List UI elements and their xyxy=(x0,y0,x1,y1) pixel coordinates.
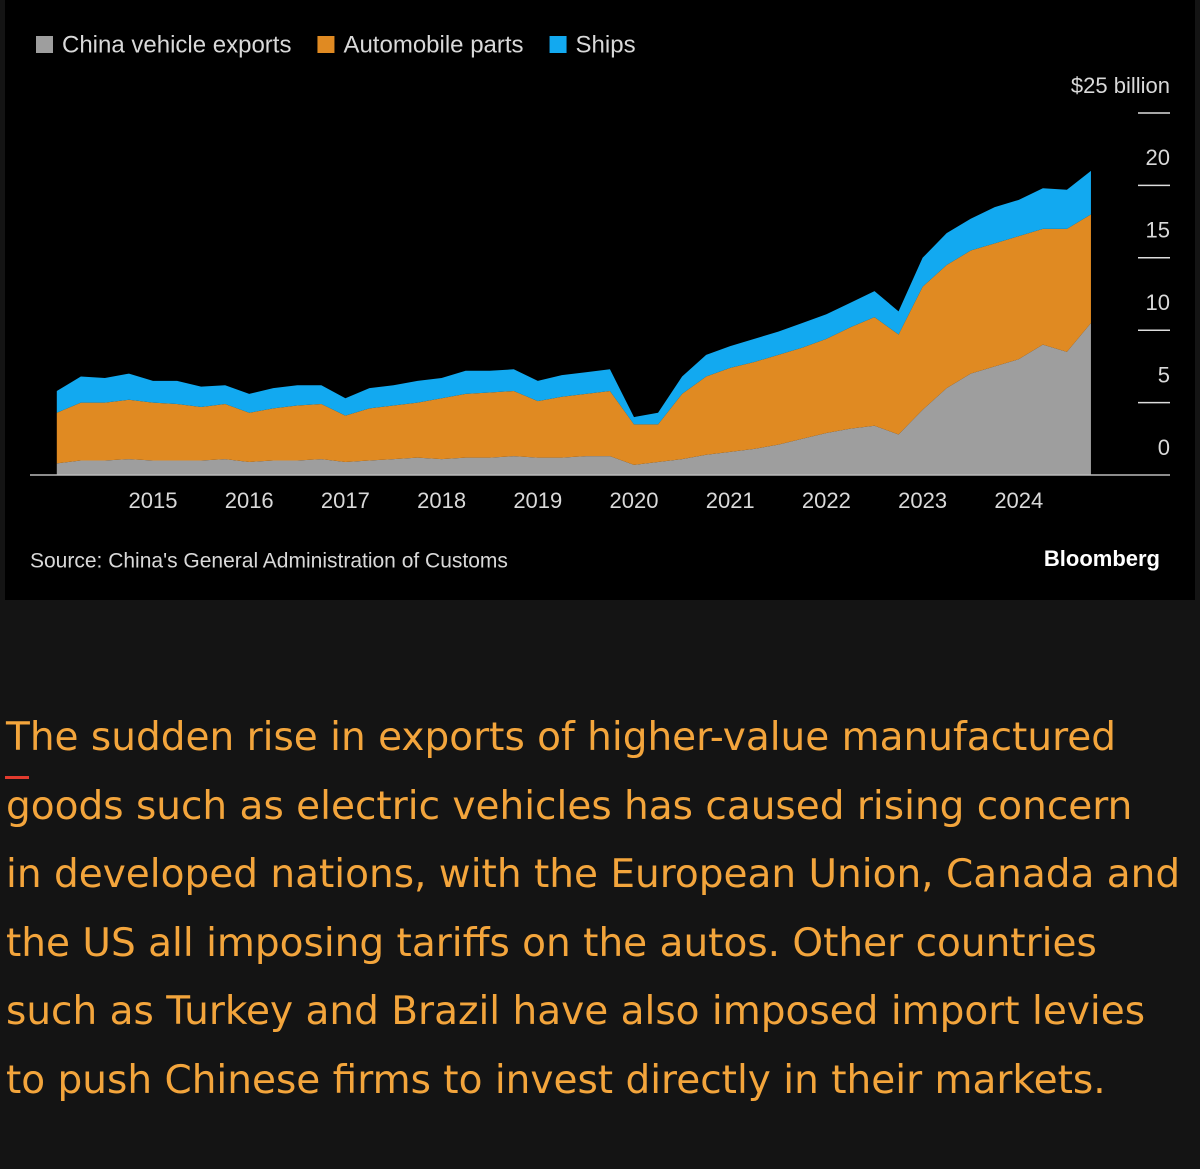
x-tick-label: 2024 xyxy=(994,488,1043,513)
area xyxy=(56,170,1091,425)
x-tick-label: 2019 xyxy=(513,488,562,513)
legend-label: Automobile parts xyxy=(343,31,523,58)
x-tick-label: 2015 xyxy=(129,488,178,513)
paragraph-line: to push Chinese firms to invest directly… xyxy=(6,1057,1106,1103)
paragraph-line: in developed nations, with the European … xyxy=(6,852,1181,897)
y-tick-label: 15 xyxy=(1146,218,1170,243)
area xyxy=(56,214,1091,465)
area xyxy=(56,322,1091,475)
y-tick-label: 5 xyxy=(1158,362,1170,387)
legend-label: Ships xyxy=(576,31,636,58)
paragraph-line: goods such as electric vehicles has caus… xyxy=(6,783,1133,829)
source: Source: China's General Administration o… xyxy=(30,550,508,573)
legend-swatch xyxy=(317,36,335,53)
x-tick-label: 2017 xyxy=(321,488,370,513)
x-tick-label: 2016 xyxy=(225,488,274,513)
chart: Source: China's General Administration o… xyxy=(5,0,1195,600)
x-tick-label: 2022 xyxy=(802,488,851,513)
y-tick-label: 20 xyxy=(1146,145,1170,170)
y-tick-label: 10 xyxy=(1146,290,1170,315)
paragraph: The sudden rise in exports of higher-val… xyxy=(6,704,1200,1115)
paragraph-line: the US all imposing tariffs on the autos… xyxy=(6,920,1097,966)
x-tick-label: 2021 xyxy=(706,488,755,513)
y-tick-label: 0 xyxy=(1158,435,1170,460)
paragraph-line: such as Turkey and Brazil have also impo… xyxy=(6,989,1146,1034)
y-tick-label: $25 billion xyxy=(1071,73,1170,98)
brand: Bloomberg xyxy=(1044,546,1160,571)
x-tick-label: 2023 xyxy=(898,488,947,513)
underline xyxy=(5,776,29,779)
paragraph-line: The sudden rise in exports of higher-val… xyxy=(6,715,1116,760)
x-tick-label: 2018 xyxy=(417,488,466,513)
legend-swatch xyxy=(36,36,53,53)
x-tick-label: 2020 xyxy=(610,488,659,513)
legend-swatch xyxy=(549,36,567,53)
legend-label: China vehicle exports xyxy=(62,31,291,58)
